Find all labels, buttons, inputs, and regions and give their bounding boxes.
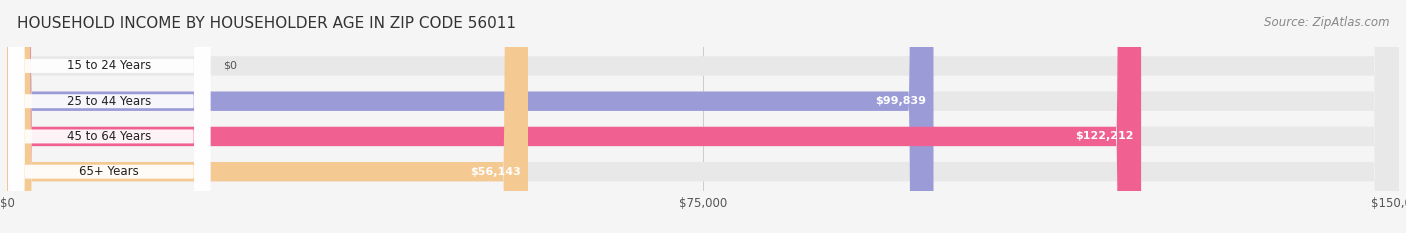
Text: Source: ZipAtlas.com: Source: ZipAtlas.com (1264, 16, 1389, 29)
Text: HOUSEHOLD INCOME BY HOUSEHOLDER AGE IN ZIP CODE 56011: HOUSEHOLD INCOME BY HOUSEHOLDER AGE IN Z… (17, 16, 516, 31)
FancyBboxPatch shape (8, 0, 211, 233)
FancyBboxPatch shape (7, 0, 934, 233)
FancyBboxPatch shape (8, 0, 211, 233)
Text: 65+ Years: 65+ Years (80, 165, 139, 178)
FancyBboxPatch shape (8, 0, 211, 233)
FancyBboxPatch shape (7, 0, 529, 233)
Text: $0: $0 (222, 61, 236, 71)
FancyBboxPatch shape (7, 0, 1142, 233)
Text: $99,839: $99,839 (876, 96, 927, 106)
FancyBboxPatch shape (7, 0, 1399, 233)
Text: $56,143: $56,143 (470, 167, 522, 177)
Text: 25 to 44 Years: 25 to 44 Years (67, 95, 152, 108)
FancyBboxPatch shape (7, 0, 1399, 233)
Text: 45 to 64 Years: 45 to 64 Years (67, 130, 152, 143)
FancyBboxPatch shape (8, 0, 211, 233)
FancyBboxPatch shape (7, 0, 1399, 233)
Text: 15 to 24 Years: 15 to 24 Years (67, 59, 152, 72)
FancyBboxPatch shape (7, 0, 1399, 233)
Text: $122,212: $122,212 (1076, 131, 1135, 141)
